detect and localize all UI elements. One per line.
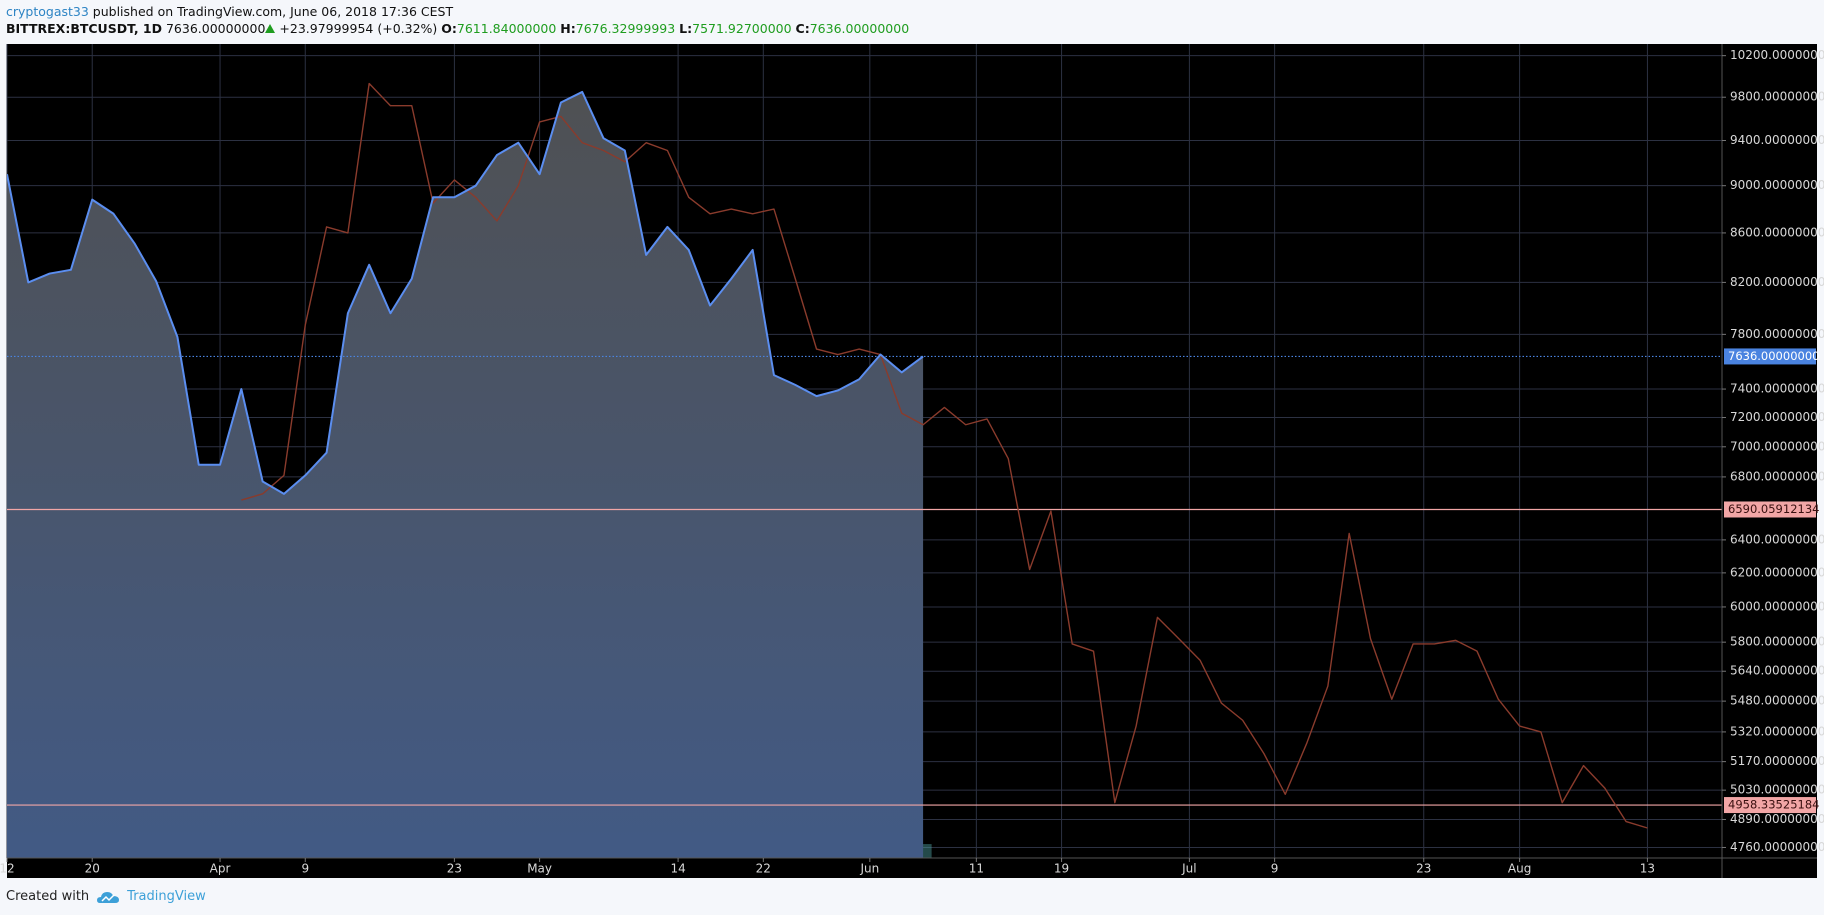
- y-tick-label: 5640.00000000: [1730, 664, 1824, 678]
- y-tick-label: 9800.00000000: [1730, 90, 1824, 104]
- change: +23.97999954 (+0.32%): [279, 21, 438, 36]
- y-tick-label: 7800.00000000: [1730, 327, 1824, 341]
- symbol: BITTREX:BTCUSDT, 1D: [6, 21, 162, 36]
- ohlc-value: 7611.84000000: [456, 21, 557, 36]
- price-label-box: [1724, 797, 1816, 814]
- y-tick-label: 5320.00000000: [1730, 724, 1824, 738]
- y-tick-label: 8200.00000000: [1730, 275, 1824, 289]
- price-label: 4958.33525184: [1728, 798, 1819, 812]
- y-tick-label: 6800.00000000: [1730, 469, 1824, 483]
- legend: BITTREX:BTCUSDT, 1D 7636.00000000 +23.97…: [6, 21, 909, 36]
- y-tick-label: 7200.00000000: [1730, 410, 1824, 424]
- y-tick-label: 6400.00000000: [1730, 532, 1824, 546]
- up-arrow: [265, 24, 276, 33]
- price-line: [7, 90, 924, 495]
- ohlc-label: H:: [560, 21, 576, 36]
- y-tick-label: 7000.00000000: [1730, 439, 1824, 453]
- price-label-box: [1724, 348, 1816, 365]
- x-tick-label: 9: [301, 862, 309, 876]
- y-tick-label: 10200.00000000: [1730, 48, 1824, 62]
- ohlc-label: O:: [441, 21, 457, 36]
- header: cryptogast33 published on TradingView.co…: [6, 4, 453, 19]
- x-tick-label: 11: [969, 862, 984, 876]
- y-tick-label: 5170.00000000: [1730, 754, 1824, 768]
- brand-logo: [97, 891, 120, 903]
- area: [7, 91, 924, 858]
- price-label-box: [1724, 501, 1816, 518]
- plot: [7, 82, 1722, 858]
- x-tick-label: Aug: [1508, 862, 1531, 876]
- ohlc-label: C:: [795, 21, 810, 36]
- x-tick-label: 23: [1416, 862, 1431, 876]
- x-tick-label: 13: [1640, 862, 1655, 876]
- ohlc-value: 7636.00000000: [809, 21, 910, 36]
- created-with: Created with: [6, 889, 90, 904]
- footer: Created with TradingView: [6, 889, 206, 904]
- y-tick-label: 4760.00000000: [1730, 840, 1824, 854]
- y-tick-label: 9000.00000000: [1730, 178, 1824, 192]
- brand[interactable]: TradingView: [127, 889, 206, 904]
- x-tick-label: 20: [85, 862, 100, 876]
- y-tick-label: 5480.00000000: [1730, 694, 1824, 708]
- y-tick-label: 8600.00000000: [1730, 225, 1824, 239]
- x-tick-label: May: [527, 862, 552, 876]
- author[interactable]: cryptogast33: [6, 4, 89, 19]
- price-label: 7636.00000000: [1728, 349, 1819, 363]
- price: 7636.00000000: [165, 21, 266, 36]
- x-tick-label: 19: [1054, 862, 1069, 876]
- x-tick-label: 23: [447, 862, 462, 876]
- x-tick-label: Apr: [210, 862, 231, 876]
- y-tick-label: 9400.00000000: [1730, 133, 1824, 147]
- x-tick-label: 12: [0, 862, 15, 876]
- price-line: [241, 82, 1648, 829]
- y-tick-label: 6000.00000000: [1730, 599, 1824, 613]
- axes: 10200.00000000 9800.00000000 9400.00000000…: [0, 48, 1824, 875]
- y-tick-label: 5800.00000000: [1730, 635, 1824, 649]
- x-tick-label: 14: [670, 862, 685, 876]
- ohlc: O:7611.84000000 H:7676.32999993 L:7571.9…: [441, 21, 909, 36]
- y-tick-label: 7400.00000000: [1730, 382, 1824, 396]
- y-tick-label: 5030.00000000: [1730, 783, 1824, 797]
- published: published on TradingView.com, June 06, 2…: [92, 4, 454, 19]
- ohlc-value: 7676.32999993: [575, 21, 676, 36]
- x-tick-label: Jul: [1181, 862, 1196, 876]
- x-tick-label: Jun: [859, 862, 879, 876]
- ohlc-label: L:: [679, 21, 693, 36]
- price-label: 6590.05912134: [1728, 502, 1819, 516]
- y-tick-label: 4890.00000000: [1730, 812, 1824, 826]
- x-tick-label: 22: [756, 862, 771, 876]
- x-tick-label: 9: [1271, 862, 1279, 876]
- ohlc-value: 7571.92700000: [692, 21, 792, 36]
- y-tick-label: 6200.00000000: [1730, 565, 1824, 579]
